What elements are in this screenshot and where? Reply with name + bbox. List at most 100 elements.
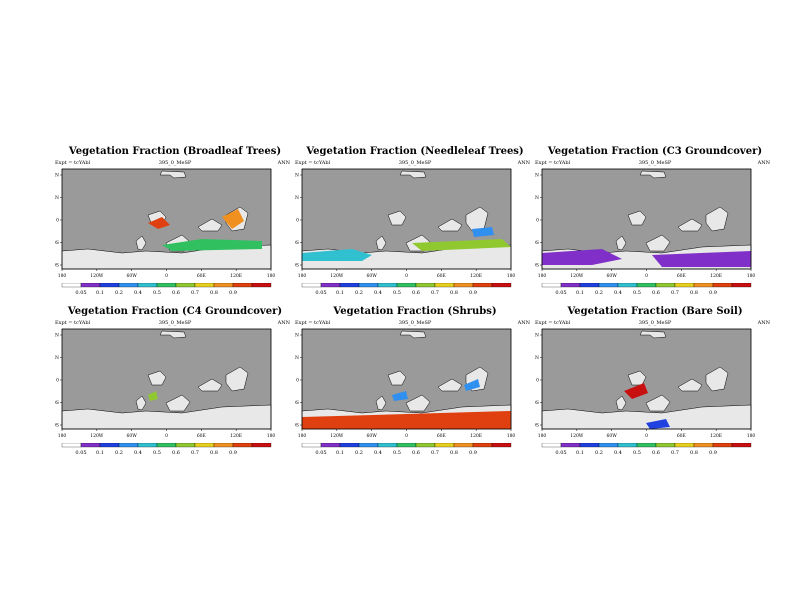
land-mass [375, 235, 387, 251]
land-mass [645, 394, 671, 412]
colorbar-swatch [118, 283, 139, 288]
colorbar-tick-label: 0.4 [134, 290, 142, 296]
panel-title: Vegetation Fraction (C4 Groundcover) [67, 306, 283, 317]
colorbar-swatch [472, 443, 493, 448]
colorbar-swatch [80, 283, 101, 288]
colorbar-tick-label: 0.7 [431, 450, 439, 456]
colorbar-tick-label: 0.4 [374, 450, 382, 456]
land-mass [135, 395, 147, 411]
lon-label: 120W [90, 433, 104, 439]
colorbar-swatch [99, 283, 120, 288]
lon-label: 60E [437, 273, 446, 279]
lon-label: 120E [230, 433, 242, 439]
colorbar-tick-label: 0.2 [115, 290, 123, 296]
map-panel-broadleaf-trees: Vegetation Fraction (Broadleaf Trees) Ex… [55, 146, 295, 306]
colorbar-tick-label: 0.05 [555, 290, 566, 296]
colorbar-tick-label: 0.9 [229, 450, 237, 456]
land-mass [387, 370, 407, 386]
colorbar-swatch [674, 283, 695, 288]
colorbar-tick-label: 0.8 [210, 290, 218, 296]
panel-title: Vegetation Fraction (Needleleaf Trees) [306, 146, 524, 157]
colorbar-swatch [301, 283, 322, 288]
colorbar-swatch [453, 443, 474, 448]
lon-label: 60W [366, 273, 377, 279]
lon-label: 180 [747, 273, 756, 279]
colorbar-swatch [156, 283, 177, 288]
colorbar-tick-label: 0.4 [614, 290, 622, 296]
colorbar-tick-label: 0.8 [210, 450, 218, 456]
colorbar-swatch [156, 443, 177, 448]
experiment-label: Expt = tcYAbl [55, 320, 91, 326]
colorbar-tick-label: 0.1 [576, 290, 584, 296]
lat-label: 0 [536, 378, 539, 384]
colorbar-tick-label: 0.6 [172, 450, 180, 456]
lat-label: 40N [295, 355, 299, 361]
map-panel-shrubs: Vegetation Fraction (Shrubs) Expt = tcYA… [295, 306, 535, 466]
lat-label: 80S [55, 423, 59, 429]
experiment-label: Expt = tcYAbl [535, 320, 571, 326]
lon-label: 120W [570, 273, 584, 279]
colorbar: 0.05 0.1 0.2 0.4 0.5 0.6 0.7 0.8 0.9 [541, 283, 752, 296]
colorbar-swatch [731, 443, 752, 448]
land-group [301, 330, 512, 430]
colorbar-swatch [415, 283, 436, 288]
map-panel-c4-groundcover: Vegetation Fraction (C4 Groundcover) Exp… [55, 306, 295, 466]
map-bare-soil: 80N 40N 0 40S 80S 180 120W 60W 0 60E 120E 180 [535, 328, 755, 439]
colorbar-tick-label: 0.9 [709, 450, 717, 456]
lon-label: 60W [606, 273, 617, 279]
lat-label: 80S [535, 263, 539, 269]
run-label: 395_0_MeSP [398, 160, 432, 166]
lon-label: 180 [507, 433, 516, 439]
colorbar-swatch [693, 443, 714, 448]
land-mass [375, 395, 387, 411]
map-panel-bare-soil: Vegetation Fraction (Bare Soil) Expt = t… [535, 306, 775, 466]
colorbar-swatch [61, 443, 82, 448]
colorbar-tick-label: 0.05 [555, 450, 566, 456]
colorbar-swatch [118, 443, 139, 448]
colorbar-swatch [377, 443, 398, 448]
lon-label: 60E [197, 433, 206, 439]
colorbar-tick-label: 0.1 [336, 290, 344, 296]
vegetation-patch [464, 379, 480, 391]
lon-label: 120E [710, 273, 722, 279]
colorbar-swatch [434, 443, 455, 448]
colorbar-swatch [674, 443, 695, 448]
lon-label: 60E [677, 433, 686, 439]
colorbar-tick-label: 0.7 [671, 450, 679, 456]
map-panel-needleleaf-trees: Vegetation Fraction (Needleleaf Trees) E… [295, 146, 535, 306]
land-mass [615, 235, 627, 251]
lat-label: 80N [55, 173, 59, 179]
colorbar-tick-label: 0.8 [690, 290, 698, 296]
colorbar-swatch [320, 443, 341, 448]
lon-label: 120W [330, 273, 344, 279]
colorbar-swatch [434, 283, 455, 288]
lon-label: 60W [126, 273, 137, 279]
vegetation-patch [148, 217, 170, 229]
colorbar-swatch [137, 283, 158, 288]
lat-label: 0 [296, 218, 299, 224]
colorbar-swatch [579, 443, 600, 448]
colorbar-tick-label: 0.5 [153, 450, 161, 456]
land-mass [645, 234, 671, 252]
land-group [541, 170, 752, 270]
land-mass [135, 235, 147, 251]
colorbar-swatch [339, 283, 360, 288]
experiment-label: Expt = tcYAbl [295, 160, 331, 166]
panel-title: Vegetation Fraction (Broadleaf Trees) [68, 146, 282, 157]
vegetation-patch [542, 249, 622, 265]
map-c3-groundcover: 80N 40N 0 40S 80S 180 120W 60W 0 60E 120E 180 [535, 168, 756, 279]
land-mass [147, 370, 167, 386]
colorbar-tick-label: 0.2 [355, 450, 363, 456]
colorbar-tick-label: 0.9 [709, 290, 717, 296]
colorbar: 0.05 0.1 0.2 0.4 0.5 0.6 0.7 0.8 0.9 [301, 283, 512, 296]
colorbar-swatch [213, 443, 234, 448]
colorbar-tick-label: 0.2 [355, 290, 363, 296]
lat-label: 40N [535, 195, 539, 201]
land-group [61, 170, 272, 270]
lat-label: 40N [295, 195, 299, 201]
lon-label: 0 [405, 273, 408, 279]
lat-label: 0 [536, 218, 539, 224]
colorbar-tick-label: 0.5 [153, 290, 161, 296]
colorbar-swatch [251, 283, 272, 288]
colorbar-swatch [251, 443, 272, 448]
